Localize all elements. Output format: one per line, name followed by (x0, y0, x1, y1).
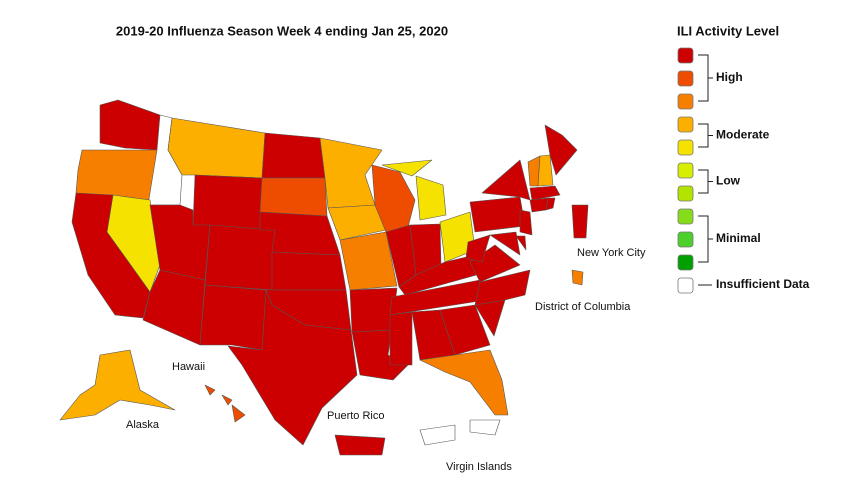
area (544, 124, 578, 176)
area (419, 349, 509, 416)
legend-swatch (677, 208, 694, 225)
legend: High Moderate Low Minimal Insufficient Data (677, 47, 810, 294)
legend-bracket (698, 215, 713, 263)
map-title: 2019-20 Influenza Season Week 4 ending J… (116, 23, 448, 38)
area (489, 231, 521, 256)
area (59, 349, 176, 421)
area (481, 159, 531, 201)
area (469, 196, 526, 233)
area (142, 269, 206, 346)
legend-label: Moderate (716, 128, 770, 142)
areas (59, 99, 589, 456)
legend-swatch (677, 93, 694, 110)
area (537, 154, 554, 187)
legend-swatch (677, 185, 694, 202)
legend-swatch (677, 139, 694, 156)
area (259, 177, 328, 217)
inset-label: Alaska (126, 419, 160, 431)
legend-swatch (677, 277, 694, 294)
area (439, 304, 491, 356)
area (474, 269, 531, 306)
area (199, 284, 267, 351)
area (271, 251, 347, 291)
legend-label: Insufficient Data (716, 277, 810, 291)
legend-bracket (698, 169, 713, 194)
legend-title: ILI Activity Level (677, 23, 779, 38)
area (71, 192, 151, 319)
legend-label: High (716, 70, 743, 84)
area (465, 234, 491, 263)
inset-label: Puerto Rico (327, 410, 384, 422)
area (99, 99, 161, 151)
area (204, 224, 276, 291)
area (419, 419, 501, 446)
area (261, 132, 326, 179)
legend-label: Minimal (716, 231, 761, 245)
area (529, 185, 561, 201)
legend-bracket (698, 54, 713, 102)
area (571, 269, 584, 286)
inset-label: District of Columbia (535, 301, 631, 313)
area (515, 235, 527, 251)
inset-label: Hawaii (172, 361, 205, 373)
area (519, 209, 533, 236)
area (75, 149, 158, 201)
area (389, 311, 413, 366)
area (545, 197, 556, 211)
legend-swatch (677, 254, 694, 271)
legend-swatch (677, 70, 694, 87)
inset-label: Virgin Islands (446, 461, 512, 473)
legend-swatch (677, 231, 694, 248)
area (227, 289, 358, 446)
legend-swatch (677, 116, 694, 133)
legend-label: Low (716, 174, 741, 188)
area (571, 204, 589, 239)
area (339, 231, 398, 291)
legend-swatch (677, 47, 694, 64)
area (192, 174, 263, 231)
inset-label: New York City (577, 247, 646, 259)
area (167, 117, 266, 179)
area (334, 434, 386, 456)
area (529, 197, 549, 213)
legend-bracket (698, 123, 713, 148)
legend-swatch (677, 162, 694, 179)
area (204, 384, 246, 423)
area (381, 159, 447, 221)
